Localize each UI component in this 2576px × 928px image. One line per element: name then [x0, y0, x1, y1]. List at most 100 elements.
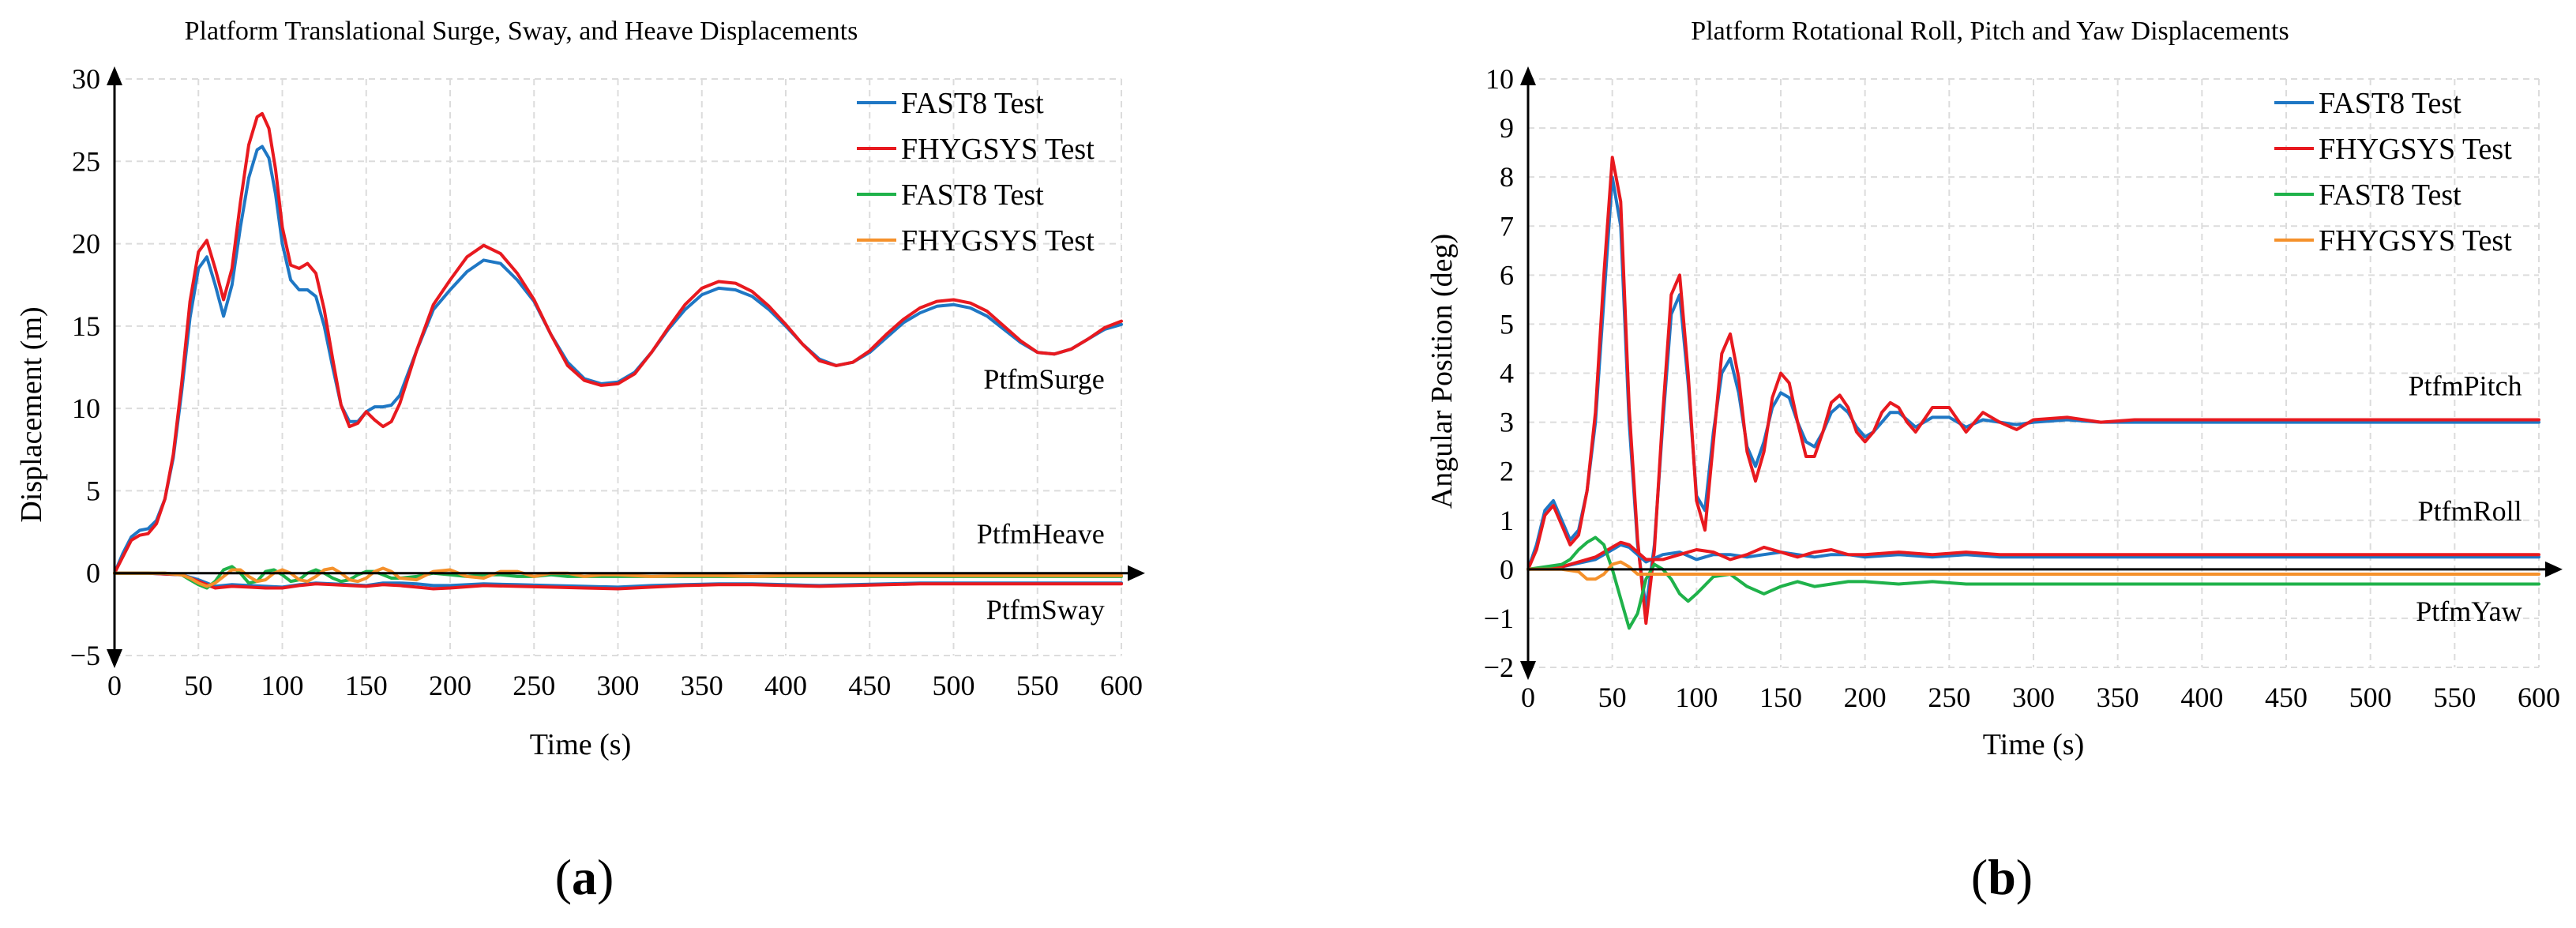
- series-annotation: PtfmHeave: [977, 518, 1105, 550]
- y-axis-label: Displacement (m): [15, 306, 48, 522]
- legend: FAST8 Test FHYGSYS Test FAST8 Test FHYGSYS …: [857, 87, 1095, 257]
- series-line-1: [113, 111, 1123, 575]
- axes: [107, 66, 1145, 668]
- axes: [1520, 66, 2563, 680]
- series-line-5: [1526, 560, 2540, 581]
- panel-label-letter: a: [572, 849, 597, 905]
- x-tick-label: 600: [2518, 682, 2560, 713]
- x-axis-label: Time (s): [530, 728, 631, 761]
- grid: [1528, 78, 2540, 668]
- x-tick-label: 50: [184, 670, 212, 701]
- x-tick-label: 550: [2433, 682, 2476, 713]
- x-tick-label: 350: [681, 670, 723, 701]
- tick-labels: 0 50 100 150 200 250 300 350 400 450 500 550 600−505…: [70, 63, 1143, 701]
- x-tick-label: 0: [107, 670, 122, 701]
- y-axis-arrow-down: [107, 649, 122, 668]
- series-line-0: [113, 145, 1123, 575]
- legend-label: FHYGSYS Test: [2319, 224, 2512, 257]
- series-line-3: [113, 571, 1123, 591]
- legend-label: FAST8 Test: [2319, 178, 2461, 212]
- x-tick-label: 450: [848, 670, 891, 701]
- legend-label: FAST8 Test: [2319, 87, 2461, 120]
- x-tick-label: 100: [261, 670, 304, 701]
- y-tick-label: 3: [1500, 407, 1514, 438]
- y-tick-label: 5: [86, 475, 100, 506]
- y-axis-arrow-down: [1520, 661, 1536, 680]
- x-tick-label: 250: [513, 670, 555, 701]
- y-tick-label: −5: [70, 640, 100, 671]
- x-tick-label: 550: [1016, 670, 1059, 701]
- chart-title: Platform Translational Surge, Sway, and …: [185, 17, 858, 46]
- series-layer: [1526, 156, 2540, 630]
- x-axis-label: Time (s): [1983, 728, 2084, 761]
- x-tick-label: 450: [2265, 682, 2308, 713]
- series-line-1: [1526, 156, 2540, 626]
- y-tick-label: 0: [86, 558, 100, 589]
- x-axis-arrow: [2545, 561, 2563, 577]
- annotations: PtfmPitch PtfmRoll PtfmYaw: [2409, 370, 2522, 627]
- y-tick-label: 8: [1500, 161, 1514, 193]
- x-tick-label: 400: [764, 670, 807, 701]
- chart-panel-b: Platform Rotational Roll, Pitch and Yaw …: [1425, 17, 2563, 905]
- panel-label-close: ): [597, 849, 614, 905]
- y-tick-label: 15: [72, 310, 100, 342]
- series-line-0: [1526, 175, 2540, 611]
- x-tick-label: 400: [2180, 682, 2223, 713]
- panel-label-close: ): [2016, 849, 2033, 905]
- y-tick-label: 30: [72, 63, 100, 95]
- x-tick-label: 350: [2097, 682, 2139, 713]
- grid: [115, 78, 1122, 656]
- series-line-3: [1526, 540, 2540, 571]
- y-axis-label: Angular Position (deg): [1425, 234, 1459, 509]
- x-tick-label: 600: [1100, 670, 1143, 701]
- panel-label-open: (: [555, 849, 572, 905]
- panel-label: (a): [555, 849, 614, 905]
- x-tick-label: 300: [2012, 682, 2055, 713]
- y-tick-label: 4: [1500, 358, 1514, 389]
- legend-label: FAST8 Test: [901, 178, 1044, 212]
- panel-label: (b): [1971, 849, 2033, 905]
- x-axis-arrow: [1128, 565, 1145, 581]
- x-tick-label: 500: [2349, 682, 2392, 713]
- chart-panel-a: Platform Translational Surge, Sway, and …: [15, 17, 1145, 905]
- y-tick-label: 10: [72, 393, 100, 424]
- y-tick-label: 1: [1500, 505, 1514, 536]
- panel-label-open: (: [1971, 849, 1988, 905]
- series-annotation: PtfmSurge: [983, 363, 1104, 395]
- x-tick-label: 150: [345, 670, 388, 701]
- tick-labels: 0 50 100 150 200 250 300 350 400 450 500 550 600−2−1…: [1484, 63, 2560, 713]
- legend-label: FAST8 Test: [901, 87, 1044, 120]
- x-tick-label: 500: [933, 670, 975, 701]
- x-tick-label: 100: [1675, 682, 1718, 713]
- y-tick-label: 5: [1500, 308, 1514, 340]
- legend-label: FHYGSYS Test: [901, 133, 1095, 166]
- y-tick-label: −2: [1484, 652, 1514, 683]
- y-tick-label: 0: [1500, 554, 1514, 585]
- y-tick-label: 2: [1500, 456, 1514, 487]
- series-annotation: PtfmPitch: [2409, 370, 2522, 401]
- legend: FAST8 Test FHYGSYS Test FAST8 Test FHYGSYS …: [2274, 87, 2512, 257]
- x-tick-label: 0: [1521, 682, 1535, 713]
- annotations: PtfmSurge PtfmHeave PtfmSway: [977, 363, 1105, 626]
- legend-label: FHYGSYS Test: [901, 224, 1095, 257]
- chart-title: Platform Rotational Roll, Pitch and Yaw …: [1691, 17, 2289, 46]
- y-tick-label: 7: [1500, 210, 1514, 242]
- y-tick-label: 10: [1485, 63, 1514, 95]
- series-annotation: PtfmRoll: [2418, 495, 2522, 527]
- x-tick-label: 300: [597, 670, 640, 701]
- y-tick-label: −1: [1484, 603, 1514, 634]
- x-tick-label: 150: [1759, 682, 1802, 713]
- y-axis-arrow-up: [107, 66, 122, 85]
- series-annotation: PtfmSway: [986, 594, 1105, 626]
- y-tick-label: 25: [72, 145, 100, 177]
- legend-label: FHYGSYS Test: [2319, 133, 2512, 166]
- panel-label-letter: b: [1988, 849, 2016, 905]
- x-tick-label: 200: [1844, 682, 1887, 713]
- x-tick-label: 50: [1598, 682, 1627, 713]
- x-tick-label: 250: [1928, 682, 1970, 713]
- series-annotation: PtfmYaw: [2416, 595, 2522, 627]
- y-tick-label: 20: [72, 228, 100, 260]
- y-tick-label: 9: [1500, 112, 1514, 144]
- x-tick-label: 200: [429, 670, 471, 701]
